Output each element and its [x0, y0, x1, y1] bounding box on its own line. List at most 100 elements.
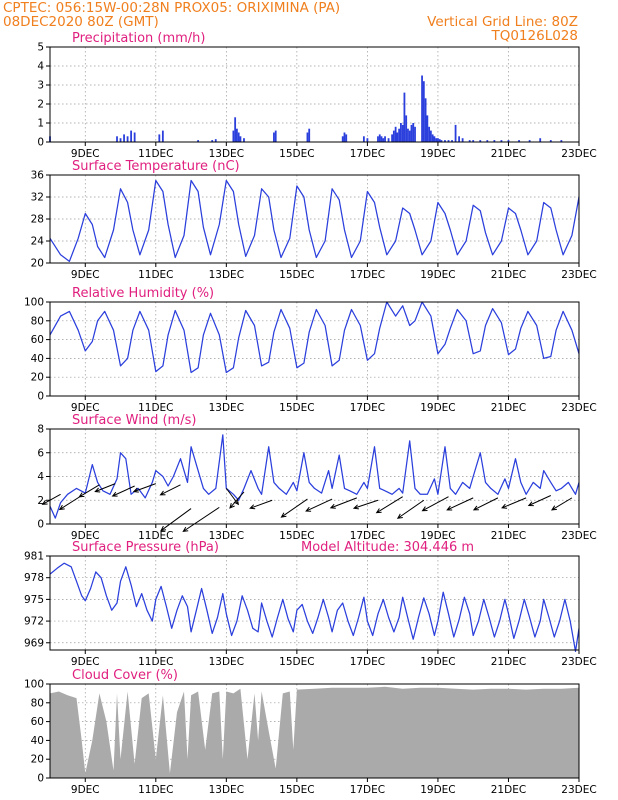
- x-tick-label: 11DEC: [138, 784, 173, 796]
- precip-bar: [429, 130, 432, 142]
- x-tick-label: 11DEC: [138, 656, 173, 668]
- precip-bar: [472, 140, 475, 142]
- y-tick-label: 28: [31, 214, 44, 226]
- x-tick-label: 15DEC: [279, 402, 314, 414]
- x-tick-label: 19DEC: [420, 269, 455, 281]
- precip-bar: [426, 115, 429, 142]
- y-tick-label: 80: [31, 697, 44, 709]
- wind-vector-arrow: [280, 498, 308, 518]
- y-tick-label: 100: [24, 297, 44, 309]
- y-tick-label: 0: [37, 137, 44, 149]
- precip-bar: [232, 130, 235, 142]
- precip-bar: [461, 138, 464, 142]
- precip-bar: [458, 136, 460, 142]
- precip-bar: [412, 123, 415, 142]
- precip-bar: [377, 136, 379, 142]
- precip-bar: [392, 130, 395, 142]
- y-tick-label: 80: [31, 315, 44, 327]
- precip-bar: [468, 140, 471, 142]
- panel-frame: [49, 301, 580, 397]
- precip-bar: [161, 130, 164, 142]
- precip-bar: [405, 115, 408, 142]
- precip-bar: [382, 138, 385, 142]
- y-tick-label: 2: [37, 495, 44, 507]
- precip-bar: [133, 132, 136, 142]
- panel-title: Relative Humidity (%): [72, 286, 214, 301]
- x-tick-label: 13DEC: [209, 269, 244, 281]
- wind-line: [49, 434, 580, 519]
- precip-bar: [306, 132, 309, 142]
- y-tick-label: 60: [31, 716, 44, 728]
- precip-bar: [234, 117, 237, 142]
- x-tick-label: 19DEC: [420, 402, 455, 414]
- x-tick-label: 15DEC: [279, 656, 314, 668]
- y-tick-label: 978: [24, 572, 44, 584]
- wind-vector-arrow: [111, 485, 135, 497]
- cloud-area: [50, 686, 579, 778]
- precip-bar: [447, 140, 450, 142]
- panel-cloud: 0 20 40 60 80 100 9DEC 11DEC 13DEC 15DEC 17DEC 19DE…: [24, 668, 597, 796]
- precip-bar: [422, 81, 425, 142]
- y-tick-label: 981: [24, 551, 44, 563]
- header-model-id: TQ0126L028: [490, 28, 578, 44]
- precip-bar: [239, 136, 242, 142]
- y-tick-label: 969: [24, 637, 44, 649]
- y-tick-label: 4: [37, 61, 44, 73]
- precip-bar: [433, 136, 436, 142]
- y-tick-label: 4: [37, 471, 44, 483]
- pressure-line: [49, 562, 580, 653]
- precip-bar: [362, 136, 365, 142]
- precip-bar: [424, 98, 427, 142]
- precip-bar: [486, 140, 489, 142]
- rh-line: [49, 301, 580, 374]
- precip-bar: [366, 138, 369, 142]
- x-tick-label: 21DEC: [491, 784, 526, 796]
- x-tick-label: 17DEC: [350, 656, 385, 668]
- panel-precip: 0 1 2 3 4 5 9DEC 11DEC 13DEC 15DEC 17DEC 19DEC 21DEC…: [37, 31, 596, 160]
- precip-bar: [345, 134, 348, 142]
- x-tick-label: 9DEC: [71, 656, 100, 668]
- wind-vector-arrow: [329, 497, 357, 509]
- precip-bar: [211, 140, 214, 142]
- x-tick-label: 11DEC: [138, 269, 173, 281]
- header-station: CPTEC: 056:15W-00:28N PROX05: ORIXIMINA …: [3, 0, 340, 16]
- x-tick-label: 9DEC: [71, 530, 100, 542]
- precip-bar: [451, 140, 453, 142]
- y-tick-label: 32: [31, 192, 44, 204]
- precip-bar: [243, 138, 245, 142]
- wind-vector-arrow: [305, 498, 333, 512]
- precip-bar: [549, 140, 552, 142]
- precip-bar: [528, 140, 531, 142]
- x-tick-label: 21DEC: [491, 402, 526, 414]
- y-tick-label: 2: [37, 99, 44, 111]
- precip-bar: [391, 134, 393, 142]
- precip-bar: [378, 134, 381, 142]
- wind-vector-arrow: [229, 491, 245, 509]
- precip-bar: [274, 130, 277, 142]
- precip-bar: [444, 140, 446, 142]
- wind-vector-arrow: [527, 495, 551, 507]
- x-tick-label: 23DEC: [561, 784, 596, 796]
- panel-temp: 20 24 28 32 36 9DEC 11DEC 13DEC 15DEC 17DEC 19DEC 2…: [31, 159, 597, 281]
- wind-vector-arrow: [396, 499, 425, 519]
- precip-bar: [116, 136, 118, 142]
- wind-vector-arrow: [472, 497, 499, 511]
- precip-bar: [308, 128, 311, 142]
- precip-bar: [428, 126, 431, 142]
- precip-bar: [400, 123, 402, 142]
- wind-vector-arrow: [160, 508, 192, 532]
- x-tick-label: 13DEC: [209, 530, 244, 542]
- x-tick-label: 19DEC: [420, 784, 455, 796]
- x-tick-label: 15DEC: [279, 269, 314, 281]
- precip-bar: [130, 130, 133, 142]
- x-tick-label: 15DEC: [279, 530, 314, 542]
- y-tick-label: 60: [31, 334, 44, 346]
- x-tick-label: 11DEC: [138, 530, 173, 542]
- wind-vector-arrow: [352, 499, 379, 510]
- panel-frame: [49, 683, 580, 779]
- wind-vector-arrow: [94, 483, 116, 493]
- precip-bar: [431, 134, 434, 142]
- precip-bar: [384, 136, 386, 142]
- precip-bar: [237, 132, 240, 142]
